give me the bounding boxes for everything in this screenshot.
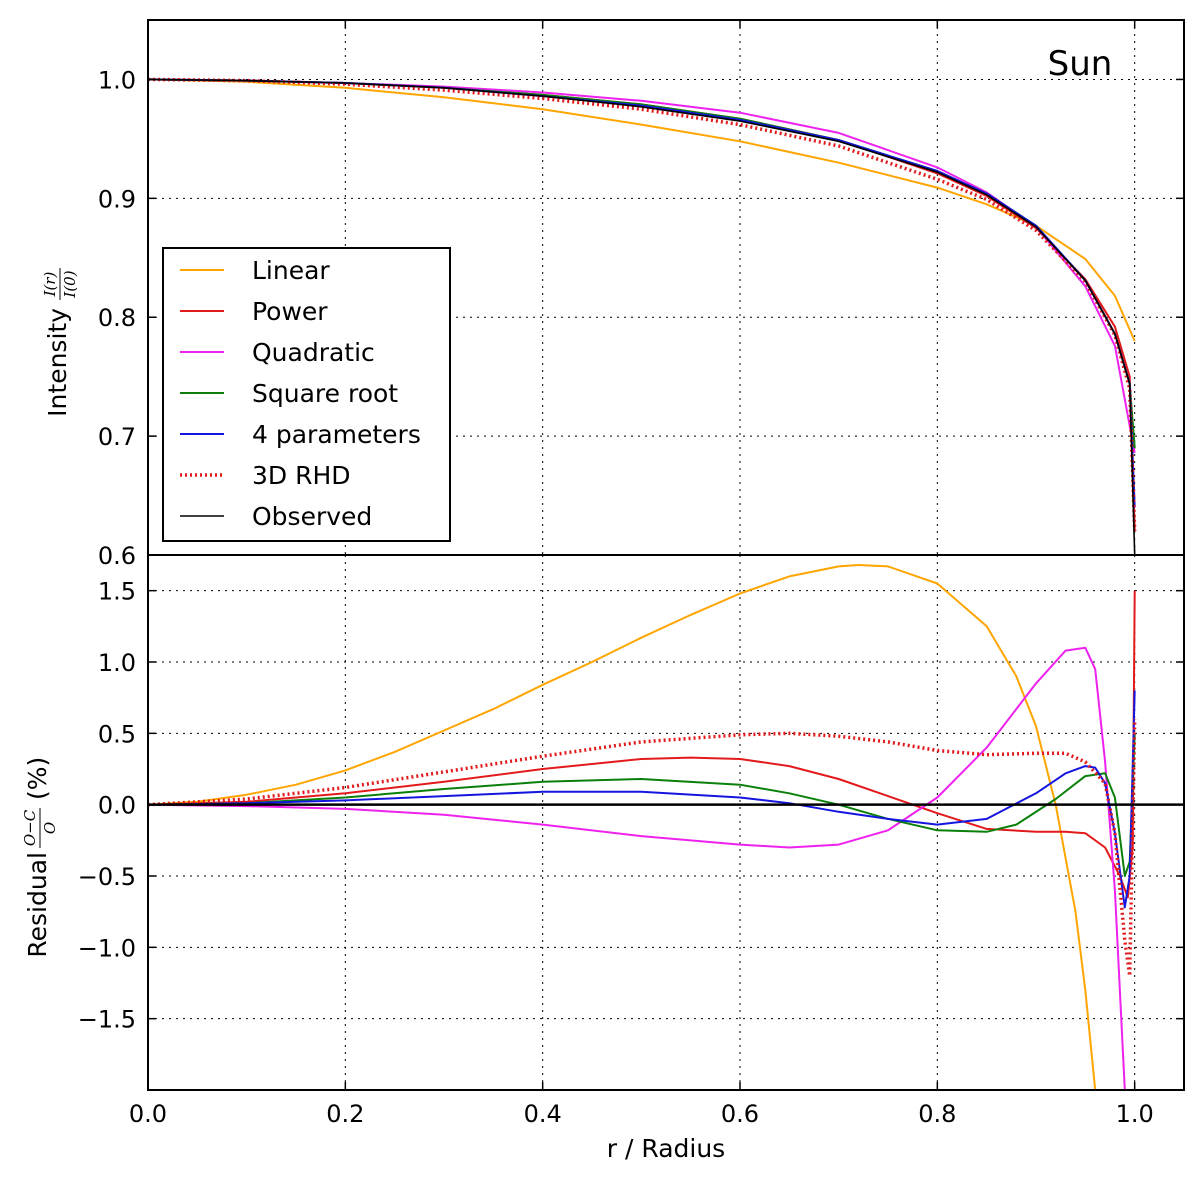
residual-series-linear: [148, 564, 1097, 1090]
legend-frame: [162, 247, 451, 542]
intensity-y-tick-label: 0.7: [98, 423, 136, 451]
intensity-series-observed: [148, 78, 1136, 555]
legend-label-linear: Linear: [252, 256, 330, 285]
x-tick-label: 0.0: [129, 1100, 167, 1128]
intensity-y-tick-label: 0.8: [98, 304, 136, 332]
residual-y-label-num: O−C: [21, 809, 39, 846]
residual-series-power: [148, 590, 1136, 899]
residual-y-label-den: O: [41, 822, 59, 834]
legend-label-rhd: 3D RHD: [252, 461, 351, 490]
residual-y-tick-label: 0.0: [98, 792, 136, 820]
intensity-y-tick-label: 1.0: [98, 66, 136, 94]
residual-series-rhd: [148, 719, 1137, 978]
residual-y-tick-label: −1.0: [78, 934, 136, 962]
intensity-series-group: [148, 77, 1137, 555]
intensity-y-tick-label: 0.6: [98, 542, 136, 570]
intensity-series-linear: [148, 78, 1136, 342]
x-tick-label: 0.8: [918, 1100, 956, 1128]
x-axis-label: r / Radius: [607, 1134, 725, 1163]
intensity-y-label-den: I(0): [61, 270, 79, 298]
sun-annotation: Sun: [1048, 44, 1113, 84]
residual-y-tick-label: 1.5: [98, 578, 136, 606]
residual-y-tick-label: −0.5: [78, 863, 136, 891]
residual-y-label-suffix: (%): [23, 757, 52, 800]
x-tick-label: 0.2: [326, 1100, 364, 1128]
intensity-y-tick-label: 0.9: [98, 185, 136, 213]
residual-series-group: [148, 564, 1137, 1090]
legend-items: Linear Power Quadratic Square root 4 paramet…: [180, 256, 421, 531]
intensity-y-label: Intensity I(r) I(0): [41, 268, 79, 417]
intensity-y-ticks: 1.0 0.9 0.8 0.7 0.6: [98, 66, 1184, 570]
legend-label-observed: Observed: [252, 502, 372, 531]
residual-y-label: Residual O−C O (%): [21, 757, 59, 958]
intensity-y-label-num: I(r): [41, 271, 59, 297]
legend: Linear Power Quadratic Square root 4 paramet…: [162, 247, 451, 542]
legend-label-power: Power: [252, 297, 328, 326]
residual-series-sqrt: [148, 733, 1136, 877]
residual-grid: [148, 555, 1184, 1090]
residual-y-tick-label: 0.5: [98, 720, 136, 748]
legend-label-four: 4 parameters: [252, 420, 421, 449]
intensity-y-label-prefix: Intensity: [43, 308, 72, 417]
residual-y-ticks: 1.5 1.0 0.5 0.0 −0.5 −1.0 −1.5: [78, 578, 1184, 1034]
x-tick-label: 0.6: [721, 1100, 759, 1128]
intensity-series-rhd: [148, 77, 1137, 532]
residual-series-four: [148, 690, 1136, 909]
x-tick-label: 1.0: [1116, 1100, 1154, 1128]
x-tick-label: 0.4: [524, 1100, 562, 1128]
residual-y-tick-label: −1.5: [78, 1006, 136, 1034]
x-ticks: 0.0 0.2 0.4 0.6 0.8 1.0: [129, 20, 1154, 1128]
legend-label-quadratic: Quadratic: [252, 338, 375, 367]
residual-series-quadratic: [148, 646, 1126, 1090]
residual-panel-frame: [147, 554, 1185, 1091]
legend-label-sqrt: Square root: [252, 379, 398, 408]
residual-y-tick-label: 1.0: [98, 649, 136, 677]
residual-y-label-prefix: Residual: [23, 852, 52, 958]
